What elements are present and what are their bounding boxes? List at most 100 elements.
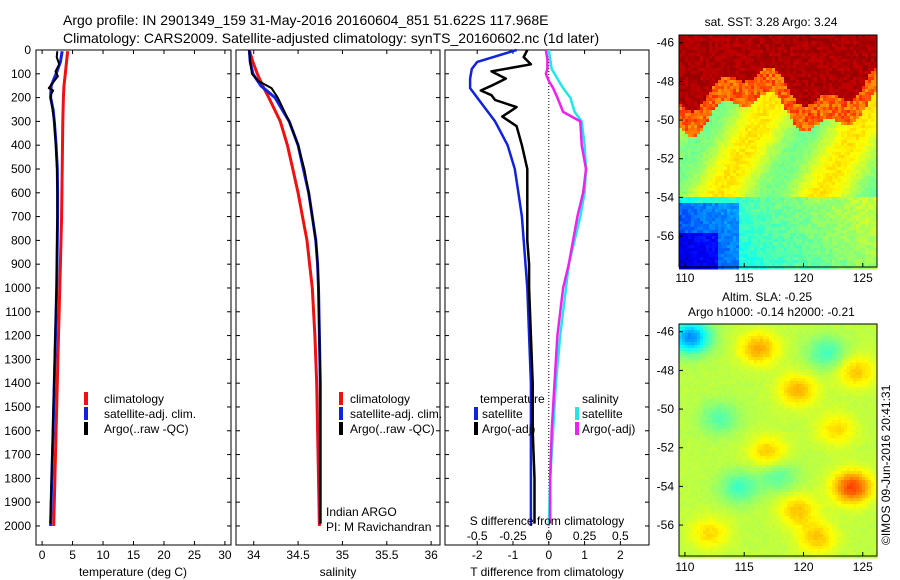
s-difference-ticks: -0.5 -0.25 0 0.25 0.5 <box>467 529 629 543</box>
x-tick-label: 1 <box>581 548 588 562</box>
s-diff-tick-label: 0 <box>545 529 552 543</box>
depth-ticks: 0 100 200 300 400 500 600 700 800 900 1000 1100 1200… <box>4 43 31 533</box>
series-line-argo-adj- <box>544 49 588 524</box>
depth-tick-label: 800 <box>11 233 31 247</box>
depth-tick-label: 2000 <box>4 519 31 533</box>
s-diff-tick-label: -0.5 <box>467 529 488 543</box>
depth-tick-label: 1600 <box>4 424 31 438</box>
difference-panel: -2 -1 0 1 2 -0.5 -0.25 0 0.25 0.5 T difference f… <box>444 48 650 579</box>
legend-swatch-s-argo <box>575 422 579 435</box>
lon-tick-label: 110 <box>675 560 694 574</box>
sla-map-panel: Altim. SLA: -0.25 Argo h1000: -0.14 h200… <box>657 290 878 574</box>
x-tick-label: 36 <box>424 548 438 562</box>
lat-tick-label: -52 <box>657 152 675 166</box>
x-tick-label: 10 <box>96 548 110 562</box>
legend-s-argo: Argo(-adj) <box>582 422 635 436</box>
legend-climatology: climatology <box>350 392 410 406</box>
difference-legend: temperature salinity satellite Argo(-adj… <box>474 392 635 436</box>
lon-tick-label: 125 <box>853 271 873 285</box>
legend-climatology: climatology <box>104 392 164 406</box>
lat-tick-label: -54 <box>657 190 675 204</box>
s-diff-tick-label: -0.25 <box>499 529 527 543</box>
header-line-1: Argo profile: IN 2901349_159 31-May-2016… <box>63 12 548 28</box>
series-line-satellite <box>468 48 533 526</box>
legend-swatch-s-satellite <box>575 407 579 420</box>
x-tick-label: 30 <box>218 548 232 562</box>
lat-tick-label: -52 <box>657 441 675 455</box>
t-difference-xlabel: T difference from climatology <box>470 565 624 579</box>
depth-tick-label: 1500 <box>4 400 31 414</box>
series-line-argo-adj- <box>479 49 536 524</box>
depth-tick-label: 1700 <box>4 448 31 462</box>
sla-field <box>679 324 878 559</box>
legend-t-argo: Argo(-adj) <box>482 422 535 436</box>
lat-tick-label: -54 <box>657 479 675 493</box>
lat-tick-label: -56 <box>657 518 675 532</box>
salinity-legend: climatology satellite-adj. clim. Argo(..… <box>339 392 442 436</box>
salinity-xlabel: salinity <box>320 565 357 579</box>
x-tick-label: 15 <box>127 548 141 562</box>
lon-tick-label: 120 <box>793 271 813 285</box>
temperature-legend: climatology satellite-adj. clim. Argo(..… <box>84 392 196 436</box>
legend-argo: Argo(..raw -QC) <box>104 422 189 436</box>
x-tick-label: -1 <box>508 548 519 562</box>
depth-tick-label: 200 <box>11 91 31 105</box>
s-difference-xlabel: S difference from climatology <box>470 514 625 528</box>
x-tick-label: 34 <box>247 548 261 562</box>
lon-tick-label: 120 <box>793 560 813 574</box>
depth-tick-label: 500 <box>11 162 31 176</box>
lat-tick-label: -50 <box>657 113 675 127</box>
s-diff-tick-label: 0.5 <box>612 529 629 543</box>
difference-profiles <box>468 48 588 527</box>
salinity-panel: 34 34.5 35 35.5 36 salinity climatology sate… <box>235 49 442 579</box>
series-line-argo-raw-qc- <box>47 51 61 524</box>
x-tick-label: -2 <box>472 548 483 562</box>
legend-swatch-argo <box>339 422 343 435</box>
temperature-axes-frame <box>35 49 232 546</box>
x-tick-label: 34.5 <box>286 548 310 562</box>
lon-tick-label: 115 <box>735 560 754 574</box>
sst-lon-ticks: 110 115 120 125 <box>675 263 873 285</box>
legend-swatch-t-argo <box>474 422 478 435</box>
x-tick-label: 35 <box>336 548 350 562</box>
lat-tick-label: -46 <box>657 36 675 50</box>
sla-map-title: Altim. SLA: -0.25 <box>722 290 812 304</box>
depth-tick-label: 700 <box>11 210 31 224</box>
legend-swatch-satellite <box>339 407 343 420</box>
temperature-profiles <box>47 50 70 527</box>
salinity-profiles <box>247 49 322 527</box>
annotation-pi: PI: M Ravichandran <box>326 520 431 534</box>
temperature-panel: 0100200300400500600700800900100011001200… <box>4 43 232 579</box>
depth-tick-label: 1400 <box>4 376 31 390</box>
legend-t-satellite: satellite <box>482 407 523 421</box>
salinity-ticks: 34 34.5 35 35.5 36 <box>247 50 438 562</box>
series-line-argo-raw-qc- <box>248 49 322 524</box>
sst-field <box>679 35 878 270</box>
depth-tick-label: 1300 <box>4 352 31 366</box>
sla-map-frame <box>678 323 878 557</box>
lat-tick-label: -46 <box>657 325 675 339</box>
legend-swatch-satellite <box>84 407 88 420</box>
legend-satellite-adj: satellite-adj. clim. <box>350 407 442 421</box>
sla-lat-ticks: -46 -48 -50 -52 -54 -56 <box>657 325 683 532</box>
depth-tick-label: 900 <box>11 257 31 271</box>
sst-map-title: sat. SST: 3.28 Argo: 3.24 <box>705 15 838 29</box>
s-diff-tick-label: 0.25 <box>573 529 597 543</box>
depth-tick-label: 1000 <box>4 281 31 295</box>
lon-tick-label: 125 <box>853 560 873 574</box>
x-tick-label: 20 <box>157 548 171 562</box>
x-tick-label: 25 <box>188 548 202 562</box>
legend-swatch-argo <box>84 422 88 435</box>
lon-tick-label: 115 <box>735 271 754 285</box>
legend-swatch-t-satellite <box>474 407 478 420</box>
temperature-xlabel: temperature (deg C) <box>79 565 187 579</box>
sst-lat-ticks: -46 -48 -50 -52 -54 -56 <box>657 36 683 243</box>
depth-tick-label: 300 <box>11 114 31 128</box>
legend-swatch-climatology <box>339 392 343 405</box>
x-tick-label: 5 <box>69 548 76 562</box>
sla-map-subtitle: Argo h1000: -0.14 h2000: -0.21 <box>688 305 855 319</box>
temperature-ticks: 0 5 10 15 20 25 30 <box>39 50 232 562</box>
legend-s-satellite: satellite <box>582 407 623 421</box>
depth-tick-label: 1100 <box>5 305 31 319</box>
